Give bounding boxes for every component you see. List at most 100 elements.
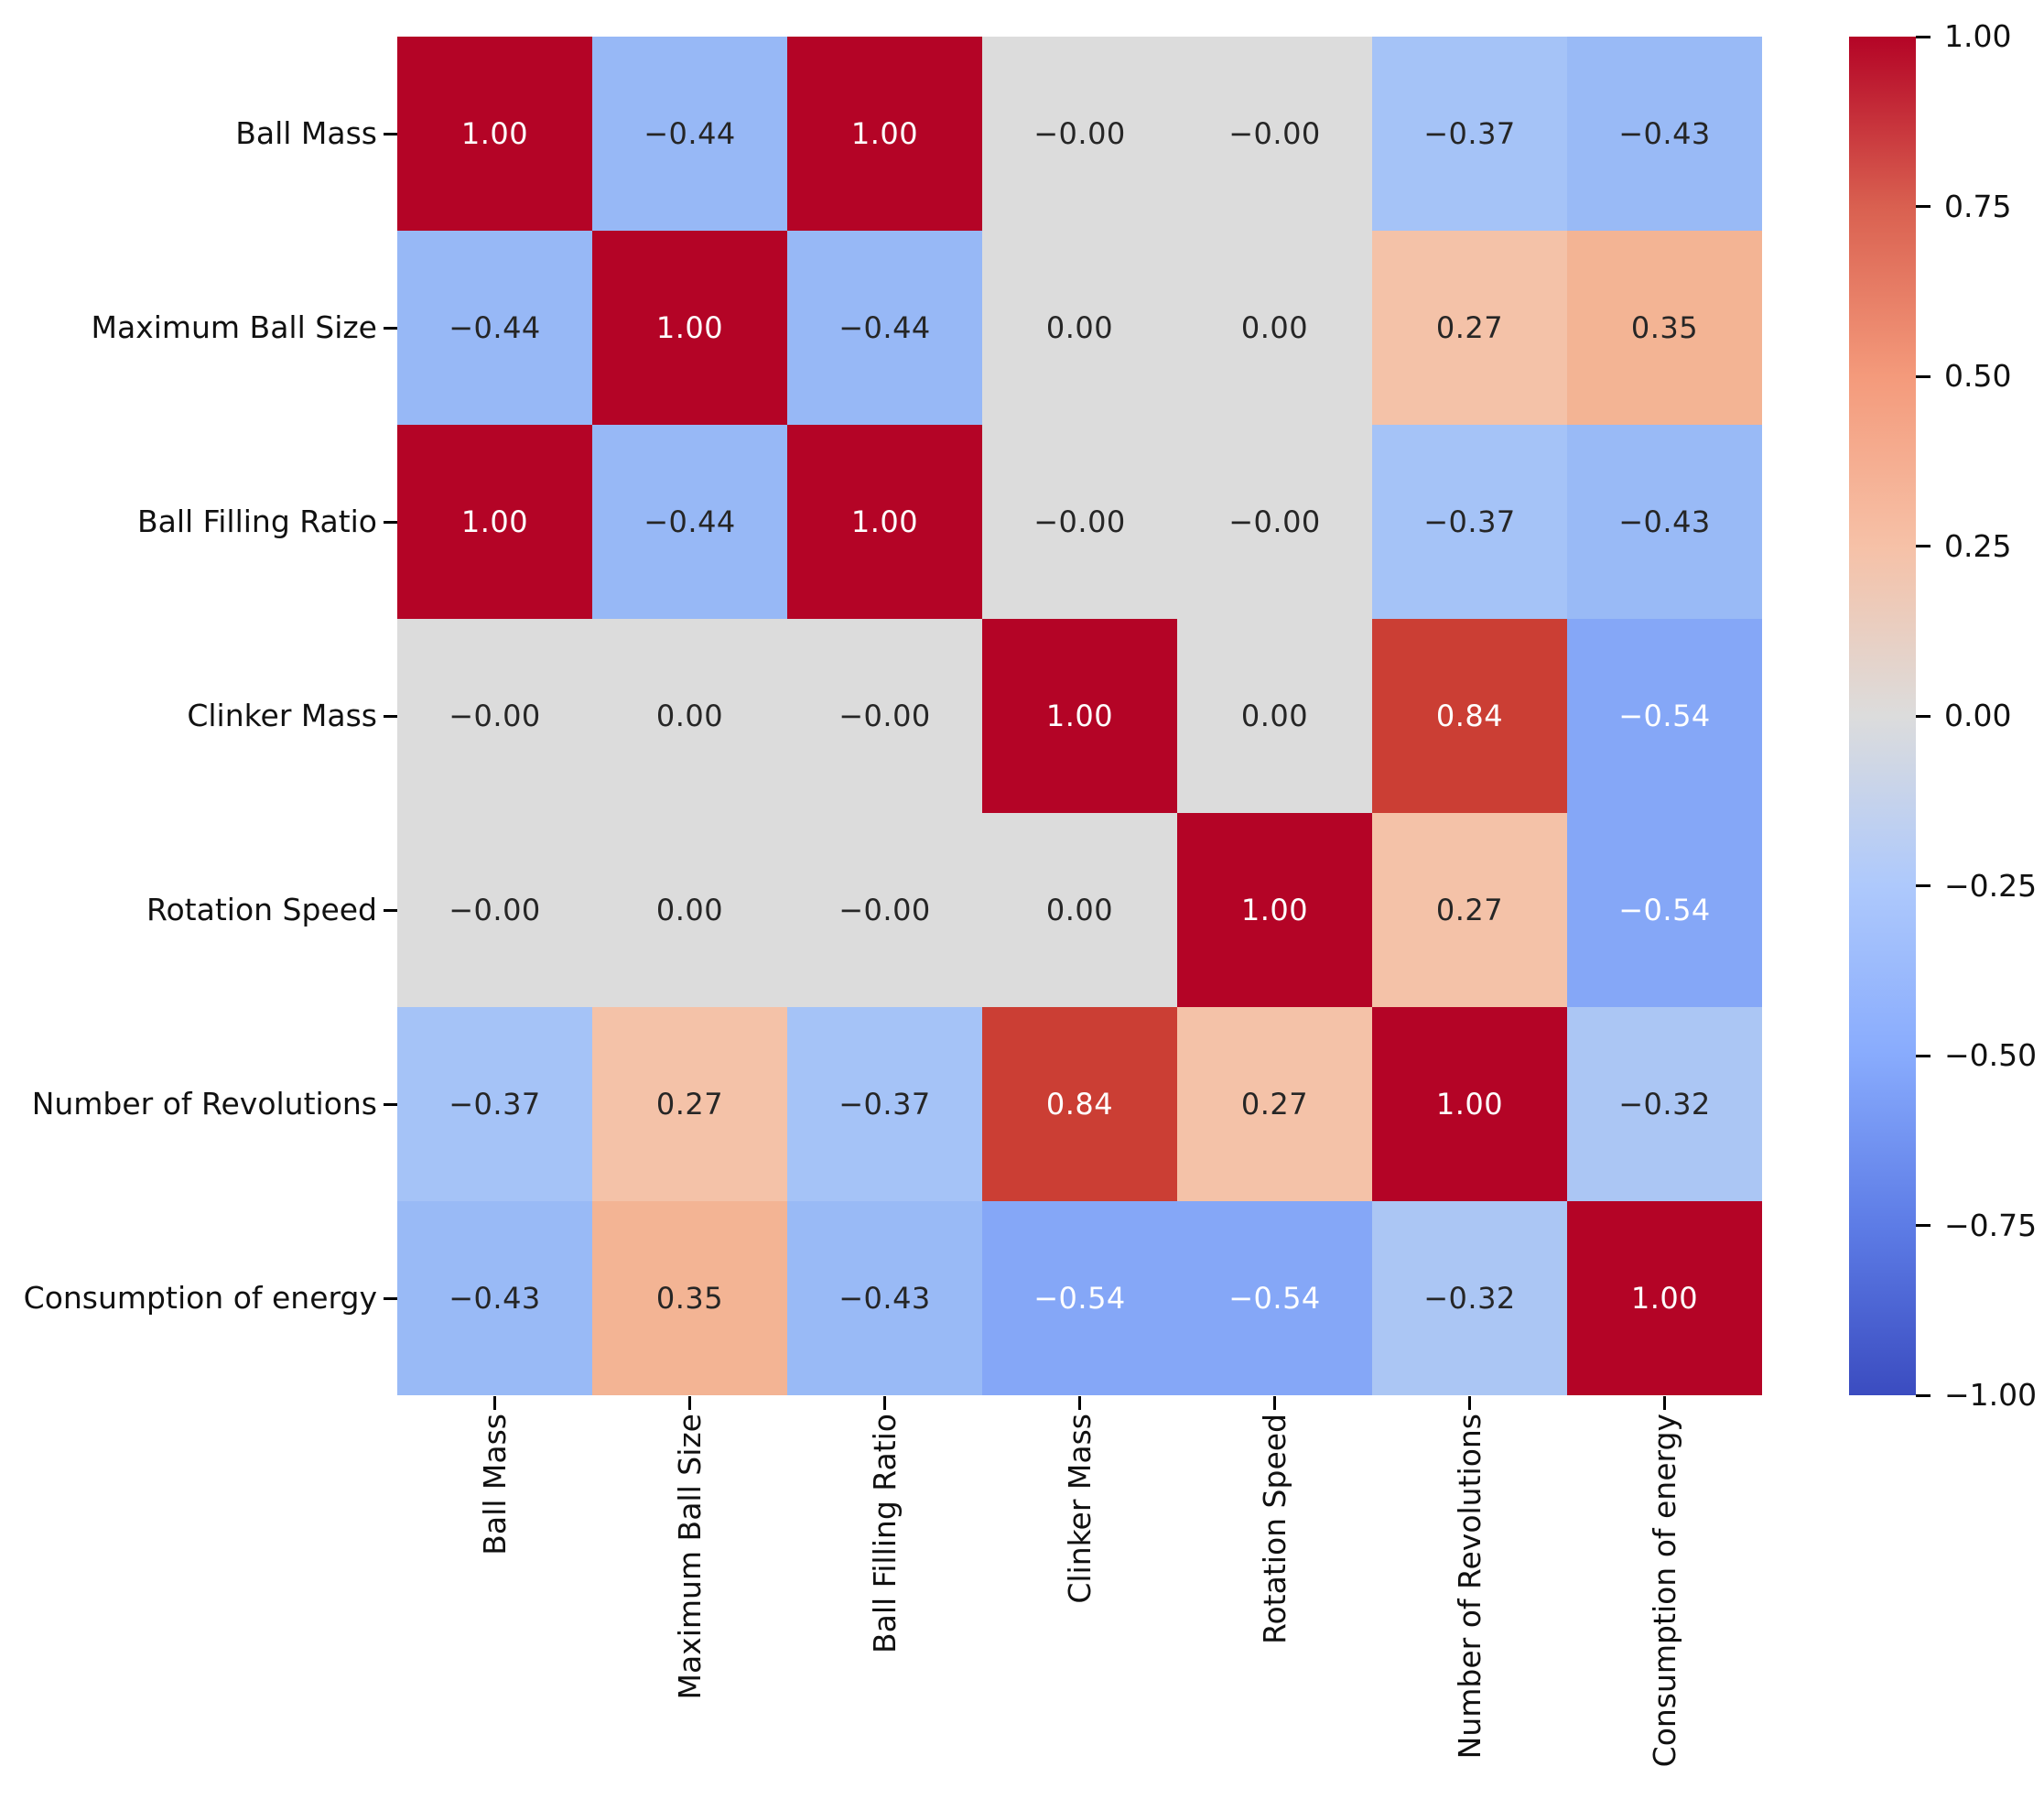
cell-value: −0.44 xyxy=(838,310,931,345)
cell-value: 0.00 xyxy=(1045,893,1114,927)
colorbar-tick-label: 0.50 xyxy=(1944,358,2012,394)
colorbar-tick-label: 0.25 xyxy=(1944,527,2012,564)
heatmap-cell: −0.54 xyxy=(1177,1201,1372,1395)
heatmap-cell: −0.37 xyxy=(1372,425,1567,619)
cell-value: −0.00 xyxy=(1033,504,1126,539)
heatmap-cell: −0.00 xyxy=(787,813,982,1007)
colorbar-gradient xyxy=(1849,37,1916,1395)
cell-value: −0.54 xyxy=(1228,1281,1321,1316)
cell-value: 0.84 xyxy=(1045,1087,1114,1122)
y-tick-mark xyxy=(384,1102,397,1106)
cell-value: −0.43 xyxy=(1618,116,1711,151)
heatmap-cell: −0.54 xyxy=(982,1201,1177,1395)
colorbar-tick-label: −0.50 xyxy=(1944,1037,2038,1073)
heatmap-cell: −0.44 xyxy=(787,231,982,425)
y-tick-mark xyxy=(384,714,397,718)
colorbar-tick-mark xyxy=(1916,545,1930,547)
colorbar-tick-mark xyxy=(1916,205,1930,208)
heatmap-cell: −0.32 xyxy=(1372,1201,1567,1395)
heatmap-cell: −0.44 xyxy=(397,231,592,425)
cell-value: −0.43 xyxy=(838,1281,931,1316)
heatmap-cell: −0.43 xyxy=(787,1201,982,1395)
cell-value: −0.37 xyxy=(838,1087,931,1122)
heatmap-cell: −0.37 xyxy=(787,1007,982,1201)
x-tick-label: Number of Revolutions xyxy=(1451,1414,1487,1760)
y-tick-label: Ball Mass xyxy=(235,115,377,151)
heatmap-cell: −0.54 xyxy=(1567,813,1762,1007)
cell-value: 0.00 xyxy=(1240,699,1309,733)
x-tick-mark xyxy=(1663,1396,1666,1410)
heatmap-cell: −0.43 xyxy=(1567,37,1762,231)
heatmap-cell: 1.00 xyxy=(1372,1007,1567,1201)
y-tick-mark xyxy=(384,520,397,524)
colorbar-tick-mark xyxy=(1916,1393,1930,1397)
heatmap-cell: −0.44 xyxy=(592,425,787,619)
heatmap-cell: 1.00 xyxy=(787,425,982,619)
cell-value: 1.00 xyxy=(850,116,919,151)
cell-value: 0.00 xyxy=(1045,310,1114,345)
cell-value: −0.00 xyxy=(449,699,541,733)
x-tick-mark xyxy=(1273,1396,1276,1410)
cell-value: −0.00 xyxy=(1228,504,1321,539)
cell-value: 0.84 xyxy=(1435,699,1504,733)
y-tick-label: Clinker Mass xyxy=(187,698,377,733)
cell-value: 1.00 xyxy=(1045,699,1114,733)
heatmap-cell: 0.00 xyxy=(1177,619,1372,813)
cell-value: 1.00 xyxy=(1435,1087,1504,1122)
cell-value: 0.00 xyxy=(655,893,724,927)
heatmap-cell: −0.43 xyxy=(397,1201,592,1395)
cell-value: −0.54 xyxy=(1618,893,1711,927)
cell-value: −0.00 xyxy=(1033,116,1126,151)
colorbar-tick-mark xyxy=(1916,35,1930,38)
x-tick-mark xyxy=(1468,1396,1471,1410)
colorbar-tick-label: 0.75 xyxy=(1944,188,2012,224)
heatmap-cell: −0.00 xyxy=(982,425,1177,619)
cell-value: −0.44 xyxy=(643,504,736,539)
colorbar-tick-mark xyxy=(1916,1054,1930,1057)
heatmap-cell: 0.27 xyxy=(592,1007,787,1201)
cell-value: −0.54 xyxy=(1618,699,1711,733)
x-tick-mark xyxy=(1078,1396,1081,1410)
heatmap-cell: 0.27 xyxy=(1372,231,1567,425)
colorbar-tick-label: −0.25 xyxy=(1944,867,2038,904)
cell-value: −0.37 xyxy=(1423,504,1516,539)
cell-value: 0.00 xyxy=(655,699,724,733)
y-tick-label: Maximum Ball Size xyxy=(91,309,377,345)
cell-value: −0.32 xyxy=(1423,1281,1516,1316)
cell-value: 1.00 xyxy=(1630,1281,1699,1316)
y-tick-mark xyxy=(384,326,397,330)
y-tick-mark xyxy=(384,132,397,135)
heatmap-cell: 0.00 xyxy=(982,231,1177,425)
cell-value: −0.32 xyxy=(1618,1087,1711,1122)
y-tick-label: Consumption of energy xyxy=(23,1280,377,1316)
cell-value: 1.00 xyxy=(460,504,529,539)
cell-value: 0.27 xyxy=(1435,310,1504,345)
heatmap-cell: 0.27 xyxy=(1177,1007,1372,1201)
heatmap-grid: 1.00 −0.44 1.00 −0.00 −0.00 −0.37 −0.43 −0.44 1.… xyxy=(397,37,1762,1395)
heatmap-cell: 1.00 xyxy=(397,37,592,231)
heatmap-cell: 0.00 xyxy=(1177,231,1372,425)
colorbar-tick-mark xyxy=(1916,714,1930,718)
x-tick-label: Clinker Mass xyxy=(1061,1414,1098,1604)
cell-value: 0.27 xyxy=(655,1087,724,1122)
heatmap-cell: 0.00 xyxy=(982,813,1177,1007)
cell-value: −0.54 xyxy=(1033,1281,1126,1316)
x-tick-mark xyxy=(493,1396,496,1410)
heatmap-cell: −0.54 xyxy=(1567,619,1762,813)
colorbar-tick-mark xyxy=(1916,1224,1930,1227)
heatmap-cell: 0.27 xyxy=(1372,813,1567,1007)
heatmap-cell: −0.44 xyxy=(592,37,787,231)
x-tick-label: Consumption of energy xyxy=(1646,1414,1682,1768)
colorbar-tick-label: −1.00 xyxy=(1944,1377,2038,1413)
heatmap-cell: 1.00 xyxy=(1177,813,1372,1007)
y-tick-label: Number of Revolutions xyxy=(31,1086,377,1122)
cell-value: −0.44 xyxy=(643,116,736,151)
cell-value: −0.00 xyxy=(838,893,931,927)
heatmap-cell: −0.00 xyxy=(397,813,592,1007)
cell-value: −0.37 xyxy=(449,1087,541,1122)
cell-value: 0.35 xyxy=(655,1281,724,1316)
cell-value: −0.00 xyxy=(838,699,931,733)
heatmap-cell: −0.00 xyxy=(787,619,982,813)
heatmap-cell: −0.00 xyxy=(1177,37,1372,231)
x-tick-label: Maximum Ball Size xyxy=(671,1414,708,1700)
